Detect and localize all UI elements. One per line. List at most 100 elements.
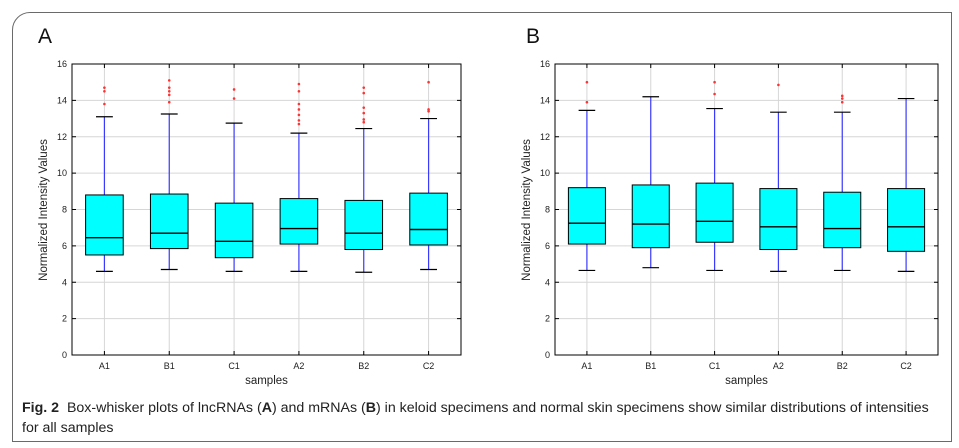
y-tick-label: 0 xyxy=(62,350,67,360)
boxplot-panel-b: B 0 2 4 6 8 10 12 14 16 A1 B1 C1 A2 B2 C2 samples Normal… xyxy=(521,25,939,387)
x-axis-title: samples xyxy=(245,375,288,387)
outlier-point xyxy=(297,113,301,117)
caption-text: Box-whisker plots of lncRNAs (A) and mRN… xyxy=(22,400,929,436)
caption-part: Box-whisker plots of lncRNAs ( xyxy=(66,400,262,416)
x-tick-label: A1 xyxy=(99,361,110,371)
box-c2 xyxy=(887,97,926,272)
y-tick-label: 10 xyxy=(540,168,550,178)
boxplot-panel-a: A 0 2 4 6 8 10 12 14 16 A1 B1 C1 A2 B2 C2 samples Normal… xyxy=(38,25,462,387)
panel-letter-a: A xyxy=(38,25,52,48)
outlier-point xyxy=(427,80,430,84)
box-a1 xyxy=(85,86,124,272)
outlier-point xyxy=(167,100,171,104)
y-tick-label: 2 xyxy=(545,314,550,324)
y-tick-label: 2 xyxy=(62,314,67,324)
box-c1 xyxy=(695,80,734,272)
caption-part: ) in keloid specimens and normal skin sp… xyxy=(22,400,929,436)
box-b2 xyxy=(344,86,384,273)
outlier-point xyxy=(297,102,301,106)
iqr-box xyxy=(344,199,384,251)
caption-part: B xyxy=(365,400,377,416)
outlier-point xyxy=(713,92,716,96)
outlier-point xyxy=(362,86,366,89)
x-tick-label: B2 xyxy=(837,361,848,371)
outlier-point xyxy=(167,93,171,97)
y-tick-label: 6 xyxy=(545,241,550,251)
outlier-point xyxy=(427,109,430,113)
plot-frame xyxy=(554,63,939,356)
x-tick-label: B1 xyxy=(645,361,656,371)
box-b1 xyxy=(631,96,670,269)
y-axis-title: Normalized Intensity Values xyxy=(521,139,533,281)
y-tick-label: 14 xyxy=(540,95,550,105)
outlier-point xyxy=(297,119,301,122)
iqr-box xyxy=(85,194,124,256)
outlier-point xyxy=(297,108,301,111)
caption-part: A xyxy=(261,400,272,416)
x-tick-label: C2 xyxy=(900,361,912,371)
outlier-point xyxy=(232,88,236,91)
iqr-box xyxy=(149,193,189,250)
outlier-point xyxy=(840,100,844,104)
outlier-point xyxy=(362,106,366,109)
box-a1 xyxy=(567,80,606,272)
outlier-point xyxy=(232,97,236,100)
outlier-point xyxy=(103,86,106,89)
iqr-box xyxy=(631,184,670,249)
caption-label: Fig. 2 xyxy=(22,400,60,416)
y-tick-label: 8 xyxy=(545,205,550,215)
outlier-point xyxy=(840,94,844,98)
iqr-box xyxy=(567,187,606,245)
outlier-point xyxy=(840,97,844,100)
outlier-point xyxy=(103,102,106,106)
iqr-box xyxy=(695,182,734,243)
plot-frame xyxy=(71,63,462,356)
y-tick-label: 0 xyxy=(545,350,550,360)
y-tick-label: 6 xyxy=(62,241,67,251)
outlier-point xyxy=(167,79,171,82)
y-tick-label: 8 xyxy=(62,205,67,215)
box-c2 xyxy=(409,80,448,271)
box-b2 xyxy=(823,94,862,272)
outlier-point xyxy=(103,89,106,93)
x-tick-label: A2 xyxy=(773,361,784,371)
outlier-point xyxy=(167,86,171,89)
x-tick-label: C1 xyxy=(709,361,721,371)
y-tick-label: 12 xyxy=(57,132,67,142)
x-tick-label: A1 xyxy=(581,361,592,371)
x-tick-label: C2 xyxy=(423,361,435,371)
y-axis-title: Normalized Intensity Values xyxy=(38,139,50,281)
iqr-box xyxy=(823,191,862,249)
iqr-box xyxy=(214,202,254,259)
x-tick-label: B2 xyxy=(358,361,369,371)
x-axis-title: samples xyxy=(725,375,768,387)
outlier-point xyxy=(585,100,589,104)
x-tick-label: A2 xyxy=(293,361,304,371)
iqr-box xyxy=(409,192,448,246)
y-tick-label: 10 xyxy=(57,168,67,178)
outlier-point xyxy=(362,111,366,115)
outlier-point xyxy=(427,108,430,111)
outlier-point xyxy=(585,80,589,84)
figure-frame xyxy=(12,12,952,442)
outlier-point xyxy=(777,83,780,87)
y-tick-label: 4 xyxy=(545,277,550,287)
x-tick-label: B1 xyxy=(164,361,175,371)
box-c1 xyxy=(214,88,254,272)
figure-caption: Fig. 2 Box-whisker plots of lncRNAs (A) … xyxy=(22,398,932,438)
iqr-box xyxy=(279,198,319,245)
y-tick-label: 14 xyxy=(57,95,67,105)
box-b1 xyxy=(149,79,189,271)
panel-letter-b: B xyxy=(526,25,540,48)
outlier-point xyxy=(297,89,301,93)
outlier-point xyxy=(362,120,366,124)
outlier-point xyxy=(167,89,171,93)
outlier-point xyxy=(362,118,366,121)
outlier-point xyxy=(713,80,716,84)
outlier-point xyxy=(297,122,301,126)
y-tick-label: 16 xyxy=(540,59,550,69)
x-tick-label: C1 xyxy=(228,361,240,371)
y-tick-label: 16 xyxy=(57,59,67,69)
y-tick-label: 12 xyxy=(540,132,550,142)
